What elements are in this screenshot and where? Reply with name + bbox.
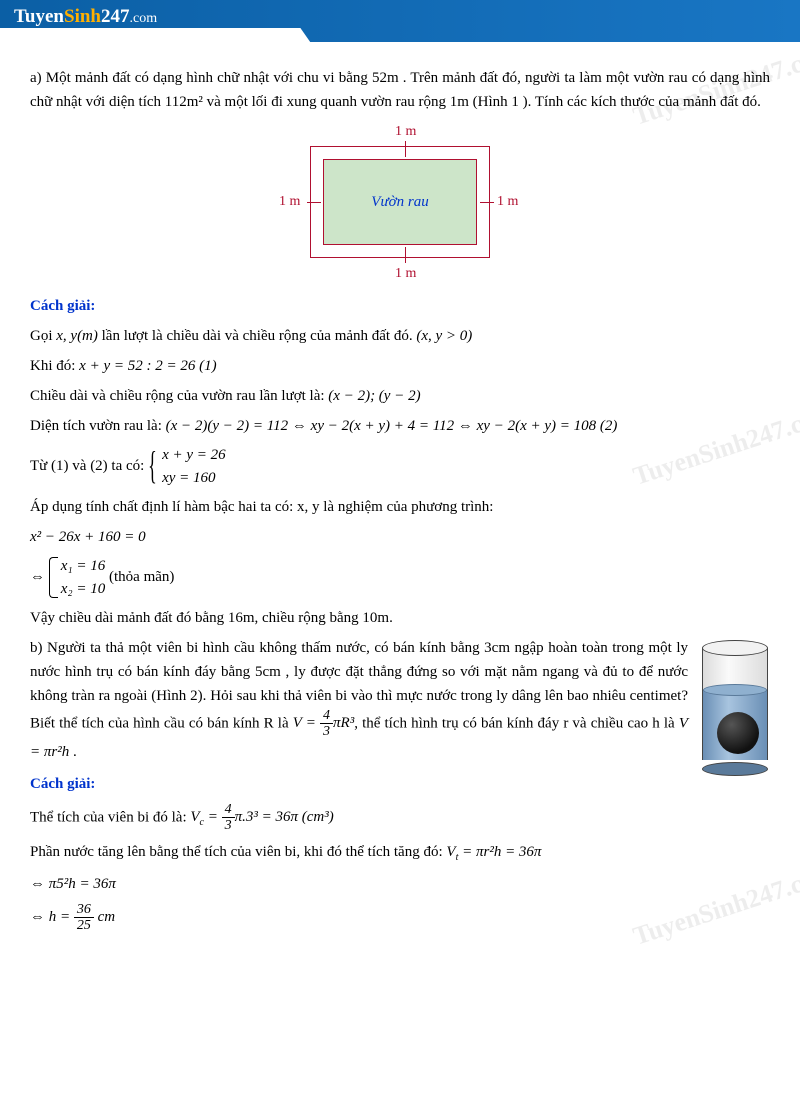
math: Vc = 43π.3³ = 36π (cm³) — [190, 809, 333, 825]
sol-b-line3: ⇔ π5²h = 36π — [30, 872, 770, 896]
sol-b-line2: Phần nước tăng lên bằng thể tích của viê… — [30, 840, 770, 866]
num: 4 — [320, 708, 333, 724]
math: ⇔ h = 3625 cm — [30, 909, 115, 925]
sol-b-line1: Thể tích của viên bi đó là: Vc = 43π.3³ … — [30, 802, 770, 834]
arrow-top — [405, 141, 406, 157]
sol-a-line4: Diện tích vườn rau là: (x − 2)(y − 2) = … — [30, 414, 770, 438]
solution-a-heading: Cách giải: — [30, 294, 770, 318]
logo-part-3: 247 — [101, 6, 130, 27]
figure-1: Vườn rau 1 m 1 m 1 m 1 m — [30, 124, 770, 284]
arrow-left — [307, 202, 321, 203]
den: 25 — [74, 918, 94, 933]
solution-b-heading: Cách giải: — [30, 772, 770, 796]
sol-a-solutions: ⇔ x₁ = 16 x₂ = 10 (thỏa mãn) — [30, 555, 770, 600]
label-left: 1 m — [279, 194, 300, 210]
den: 3 — [320, 724, 333, 739]
math: x, y(m) — [56, 328, 98, 344]
inner-label: Vườn rau — [371, 194, 428, 211]
text: cm — [94, 909, 115, 925]
sol-2: x₂ = 10 — [61, 578, 106, 601]
inner-rectangle: Vườn rau — [323, 159, 477, 245]
math: x + y = 52 : 2 = 26 (1) — [79, 358, 216, 374]
text: πR³ — [333, 715, 354, 731]
problem-a-text: a) Một mảnh đất có dạng hình chữ nhật vớ… — [30, 66, 770, 114]
solution-bracket: x₁ = 16 x₂ = 10 — [49, 555, 106, 600]
sol-a-line6: Áp dụng tính chất định lí hàm bậc hai ta… — [30, 495, 770, 519]
sol-a-line2: Khi đó: x + y = 52 : 2 = 26 (1) — [30, 354, 770, 378]
num: 4 — [222, 802, 235, 818]
text: Từ (1) và (2) ta có: — [30, 458, 148, 474]
sol-a-line5: Từ (1) và (2) ta có: x + y = 26 xy = 160 — [30, 444, 770, 489]
logo-part-1: Tuyen — [14, 6, 64, 27]
eq: = πr²h = 36π — [458, 844, 541, 860]
sys-eq-2: xy = 160 — [162, 467, 226, 490]
formula-sphere: V = 43πR³ — [293, 715, 354, 731]
text: π.3³ = 36π (cm³) — [235, 809, 334, 825]
text: ⇔ h = — [30, 909, 74, 925]
text: Gọi — [30, 328, 56, 344]
text: . — [69, 744, 77, 760]
sol-1: x₁ = 16 — [61, 555, 106, 578]
page-content: a) Một mảnh đất có dạng hình chữ nhật vớ… — [0, 42, 800, 949]
sol-a-line1: Gọi x, y(m) lần lượt là chiều dài và chi… — [30, 324, 770, 348]
sol-a-conclusion: Vậy chiều dài mảnh đất đó bằng 16m, chiề… — [30, 606, 770, 630]
math: (x − 2)(y − 2) = 112 ⇔ xy − 2(x + y) + 4… — [166, 418, 618, 434]
text: = — [204, 809, 222, 825]
sol-a-line3: Chiều dài và chiều rộng của vườn rau lần… — [30, 384, 770, 408]
text: Phần nước tăng lên bằng thể tích của viê… — [30, 844, 446, 860]
sol-a-line7: x² − 26x + 160 = 0 — [30, 525, 770, 549]
text: Chiều dài và chiều rộng của vườn rau lần… — [30, 388, 328, 404]
tagline: Học là thích ngay! — [16, 28, 786, 37]
text: Khi đó: — [30, 358, 79, 374]
text: Thể tích của viên bi đó là: — [30, 809, 190, 825]
math: (x − 2); (y − 2) — [328, 388, 420, 404]
label-top: 1 m — [395, 124, 416, 140]
equation-system: x + y = 26 xy = 160 — [148, 444, 226, 489]
text: Diện tích vườn rau là: — [30, 418, 166, 434]
sol-b-line4: ⇔ h = 3625 cm — [30, 902, 770, 934]
den: 3 — [222, 818, 235, 833]
text: , thể tích hình trụ có bán kính đáy r và… — [354, 715, 679, 731]
num: 36 — [74, 902, 94, 918]
problem-b-text: b) Người ta thả một viên bi hình cầu khô… — [30, 636, 770, 764]
logo: TuyenSinh247.com — [14, 6, 786, 28]
text: V = — [293, 715, 320, 731]
label-bottom: 1 m — [395, 266, 416, 282]
var: V — [190, 809, 199, 825]
var: V — [446, 844, 455, 860]
math: (x, y > 0) — [416, 328, 472, 344]
math: Vt = πr²h = 36π — [446, 844, 541, 860]
arrow-right — [480, 202, 494, 203]
label-right: 1 m — [497, 194, 518, 210]
arrow-bottom — [405, 247, 406, 263]
text: lần lượt là chiều dài và chiều rộng của … — [98, 328, 416, 344]
logo-suffix: .com — [129, 11, 157, 26]
note: (thỏa mãn) — [105, 569, 174, 585]
sys-eq-1: x + y = 26 — [162, 444, 226, 467]
site-header: TuyenSinh247.com Học là thích ngay! — [0, 0, 800, 42]
logo-part-2: Sinh — [64, 6, 101, 27]
